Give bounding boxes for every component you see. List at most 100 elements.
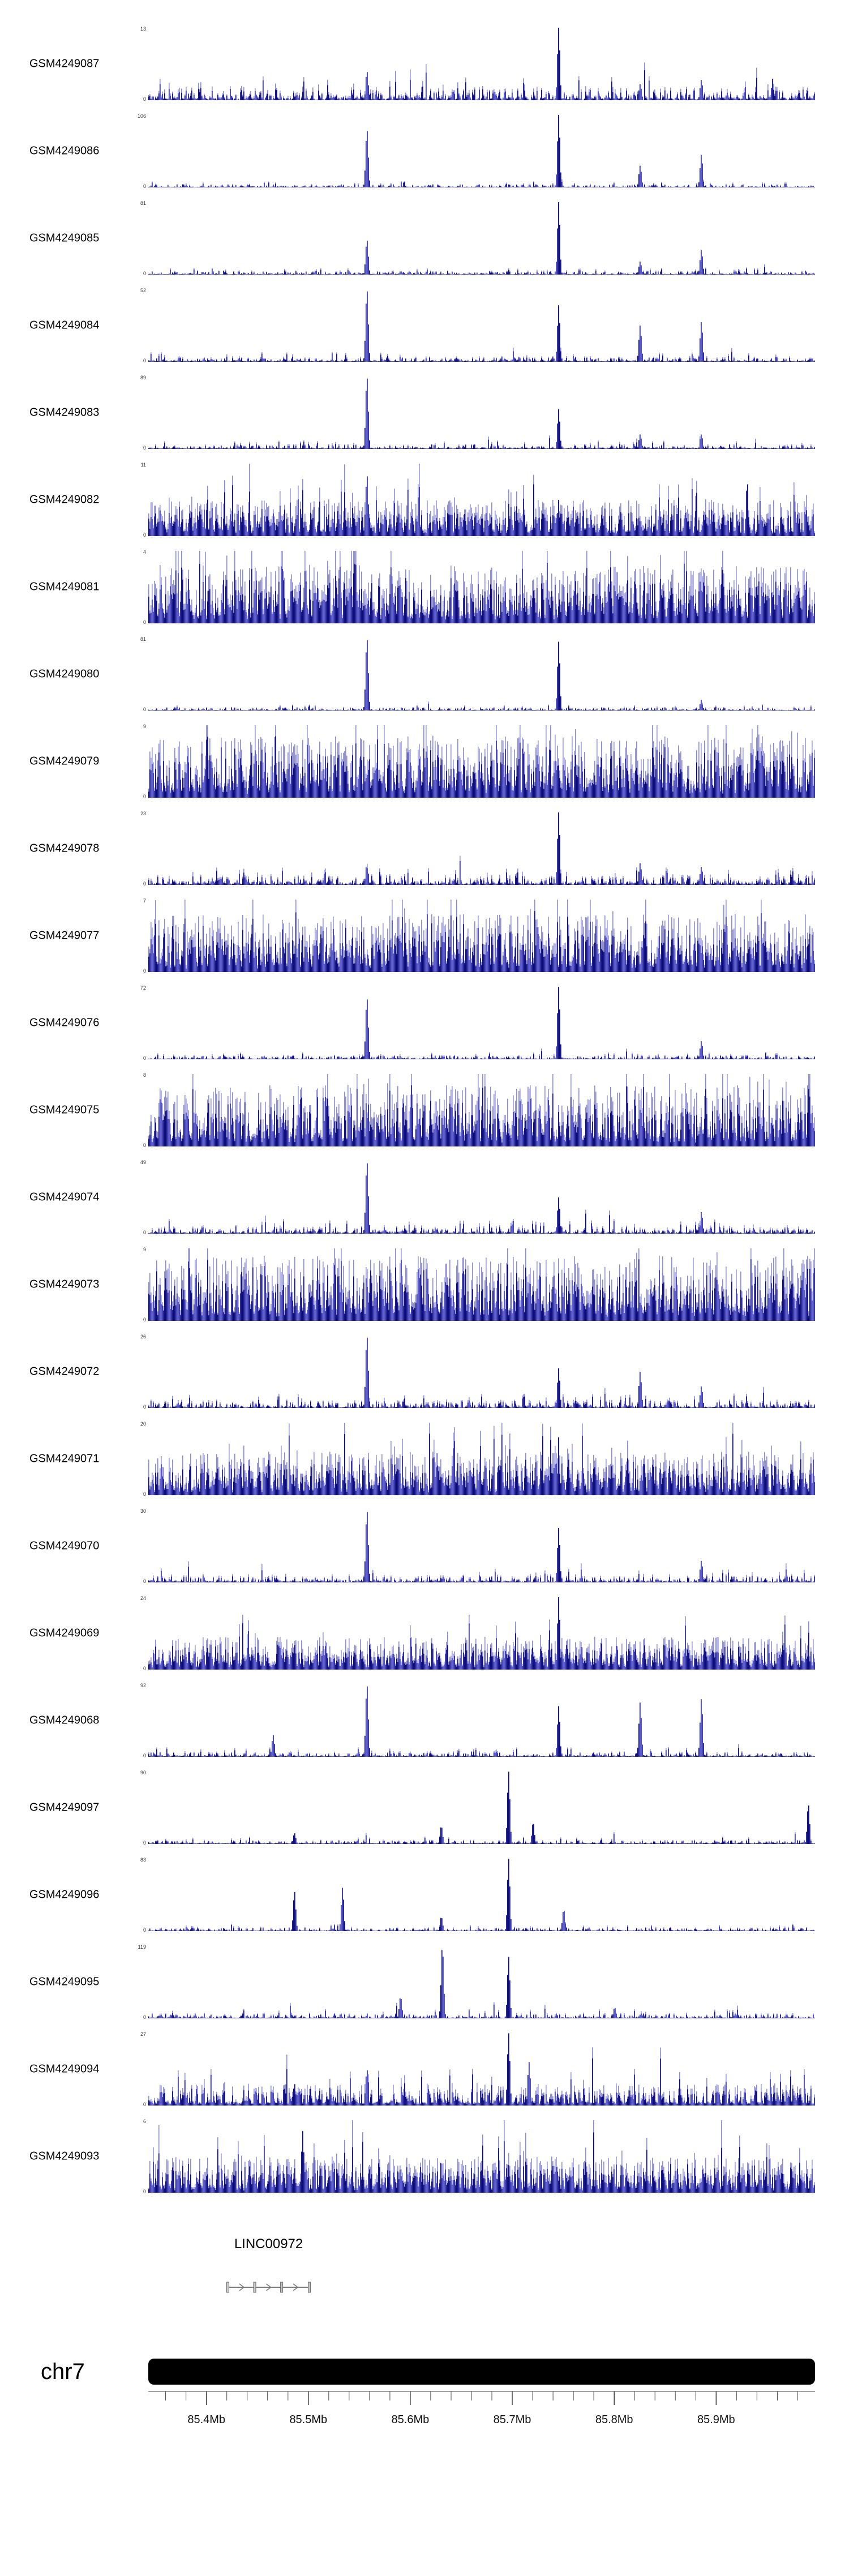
track-ymax-label: 7 [125,898,146,904]
track-ymin-label: 0 [125,96,146,102]
track-ymin-label: 0 [125,707,146,712]
coverage-bars [148,987,815,1059]
track-ymin-label: 0 [125,1317,146,1323]
coverage-track-row: GSM4249097 90 0 [0,1764,849,1851]
track-ymax-label: 92 [125,1683,146,1688]
coverage-track-row: GSM4249082 11 0 [0,456,849,544]
gene-model-track [226,2282,311,2293]
track-ymin-label: 0 [125,1666,146,1671]
track-ymax-label: 90 [125,1770,146,1775]
track-ymin-label: 0 [125,1142,146,1148]
coverage-bars [148,812,815,885]
track-ymin-label: 0 [125,881,146,887]
track-ymin-label: 0 [125,794,146,799]
track-ymin-label: 0 [125,532,146,538]
track-ymax-label: 8 [125,1072,146,1078]
coverage-plot: 119 0 [138,1944,815,2020]
track-ymax-label: 72 [125,985,146,991]
track-ymax-label: 30 [125,1508,146,1514]
track-ymax-label: 6 [125,2119,146,2124]
track-label: GSM4249079 [29,755,99,768]
coverage-plot: 26 0 [140,1334,815,1410]
track-label: GSM4249081 [29,581,99,594]
coverage-plot: 49 0 [140,1159,815,1235]
coverage-bars [148,291,815,362]
track-ymin-label: 0 [125,1491,146,1497]
track-label: GSM4249077 [29,930,99,943]
track-label: GSM4249070 [29,1540,99,1553]
coverage-track-row: GSM4249083 89 0 [0,369,849,456]
coverage-track-row: GSM4249079 9 0 [0,718,849,805]
coverage-bars [148,1686,815,1757]
track-label: GSM4249094 [29,2063,99,2076]
track-ymax-label: 20 [125,1421,146,1427]
coverage-plot: 81 0 [140,636,815,712]
coverage-plot: 92 0 [140,1683,815,1758]
coverage-track-row: GSM4249093 6 0 [0,2113,849,2200]
coverage-bars [148,1950,815,2018]
genome-axis: 85.4Mb 85.5Mb 85.6Mb 85.7Mb 85.8Mb 85.9Mb [148,2391,815,2426]
track-label: GSM4249080 [29,668,99,681]
coverage-bars [148,1074,815,1146]
chromosome-ideogram [148,2359,815,2385]
coverage-bars [148,1423,815,1495]
axis-tick-label: 85.7Mb [494,2414,531,2426]
track-label: GSM4249093 [29,2150,99,2163]
track-ymin-label: 0 [125,358,146,363]
coverage-bars [148,640,815,711]
coverage-track-row: GSM4249085 81 0 [0,195,849,282]
coverage-plot: 81 0 [140,200,815,276]
coverage-bars [148,1771,815,1844]
chromosome-label: chr7 [41,2359,85,2385]
coverage-track-row: GSM4249070 30 0 [0,1503,849,1590]
coverage-track-row: GSM4249084 52 0 [0,282,849,369]
track-ymax-label: 23 [125,811,146,816]
coverage-plot: 72 0 [140,985,815,1061]
coverage-bars [148,725,815,798]
track-label: GSM4249071 [29,1453,99,1466]
coverage-bars [148,464,815,536]
track-ymin-label: 0 [125,2102,146,2107]
track-label: GSM4249072 [29,1366,99,1379]
track-ymax-label: 119 [125,1944,146,1950]
track-label: GSM4249078 [29,842,99,855]
coverage-track-row: GSM4249081 4 0 [0,544,849,631]
track-ymax-label: 24 [125,1595,146,1601]
track-ymin-label: 0 [125,619,146,625]
coverage-track-row: GSM4249086 106 0 [0,108,849,195]
coverage-track-row: GSM4249094 27 0 [0,2026,849,2113]
coverage-bars [148,2033,815,2106]
track-label: GSM4249076 [29,1017,99,1030]
coverage-plot: 52 0 [140,288,815,363]
coverage-plot: 106 0 [138,113,815,189]
track-ymax-label: 81 [125,200,146,206]
track-ymax-label: 4 [125,549,146,555]
coverage-track-row: GSM4249087 13 0 [0,20,849,108]
track-label: GSM4249084 [29,319,99,332]
track-ymax-label: 89 [125,375,146,380]
coverage-track-row: GSM4249077 7 0 [0,892,849,979]
track-ymin-label: 0 [125,968,146,974]
coverage-bars [148,1859,815,1931]
track-ymin-label: 0 [125,271,146,276]
track-ymax-label: 106 [125,113,146,119]
track-ymin-label: 0 [125,1927,146,1933]
gene-name-label: LINC00972 [234,2236,303,2252]
coverage-bars [148,115,815,187]
track-ymax-label: 27 [125,2031,146,2037]
coverage-plot: 13 0 [140,26,815,102]
coverage-track-row: GSM4249072 26 0 [0,1328,849,1415]
track-ymax-label: 9 [125,1247,146,1252]
track-label: GSM4249074 [29,1191,99,1204]
coverage-bars [148,1248,815,1321]
coverage-bars [148,900,815,972]
coverage-bars [148,202,815,275]
track-ymax-label: 83 [125,1857,146,1863]
coverage-bars [148,2120,815,2193]
track-label: GSM4249083 [29,406,99,420]
coverage-bars [148,551,815,623]
